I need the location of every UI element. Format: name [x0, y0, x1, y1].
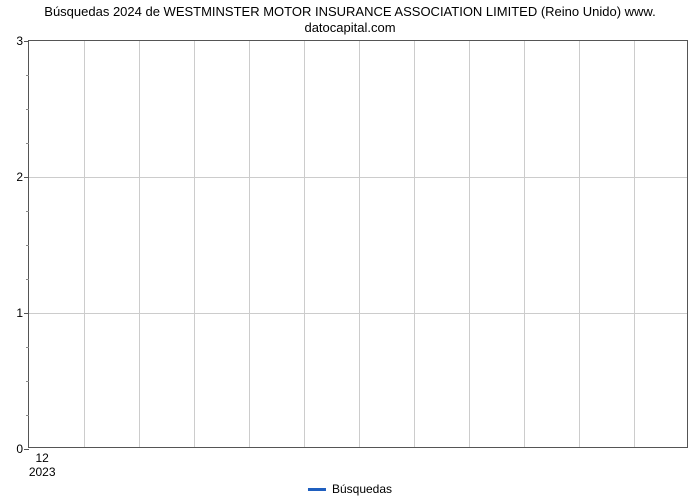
gridline-vertical	[524, 41, 525, 447]
y-tick-label: 3	[16, 34, 23, 48]
chart-container: Búsquedas 2024 de WESTMINSTER MOTOR INSU…	[0, 0, 700, 500]
y-minor-tick	[26, 211, 29, 212]
gridline-horizontal	[29, 177, 687, 178]
y-minor-tick	[26, 279, 29, 280]
legend-swatch	[308, 488, 326, 491]
chart-title-line2: datocapital.com	[304, 20, 395, 35]
y-minor-tick	[26, 381, 29, 382]
chart-title: Búsquedas 2024 de WESTMINSTER MOTOR INSU…	[0, 4, 700, 37]
gridline-vertical	[579, 41, 580, 447]
y-tick-label: 0	[16, 442, 23, 456]
y-minor-tick	[26, 415, 29, 416]
gridline-vertical	[359, 41, 360, 447]
y-minor-tick	[26, 347, 29, 348]
y-tick-mark	[24, 313, 29, 314]
x-tick-label-bottom: 2023	[29, 465, 56, 479]
y-tick-label: 2	[16, 170, 23, 184]
chart-title-line1: Búsquedas 2024 de WESTMINSTER MOTOR INSU…	[44, 4, 655, 19]
y-tick-label: 1	[16, 306, 23, 320]
x-tick-label: 122023	[29, 451, 56, 480]
y-tick-mark	[24, 449, 29, 450]
gridline-vertical	[84, 41, 85, 447]
gridline-vertical	[249, 41, 250, 447]
legend-label: Búsquedas	[332, 482, 392, 496]
y-minor-tick	[26, 245, 29, 246]
gridline-vertical	[304, 41, 305, 447]
chart-legend: Búsquedas	[308, 482, 392, 496]
y-tick-mark	[24, 41, 29, 42]
x-tick-label-top: 12	[29, 451, 56, 465]
y-minor-tick	[26, 109, 29, 110]
gridline-vertical	[414, 41, 415, 447]
plot-area: 0123122023	[28, 40, 688, 448]
gridline-vertical	[194, 41, 195, 447]
y-minor-tick	[26, 75, 29, 76]
gridline-vertical	[469, 41, 470, 447]
gridline-horizontal	[29, 313, 687, 314]
y-tick-mark	[24, 177, 29, 178]
gridline-vertical	[139, 41, 140, 447]
y-minor-tick	[26, 143, 29, 144]
gridline-vertical	[634, 41, 635, 447]
